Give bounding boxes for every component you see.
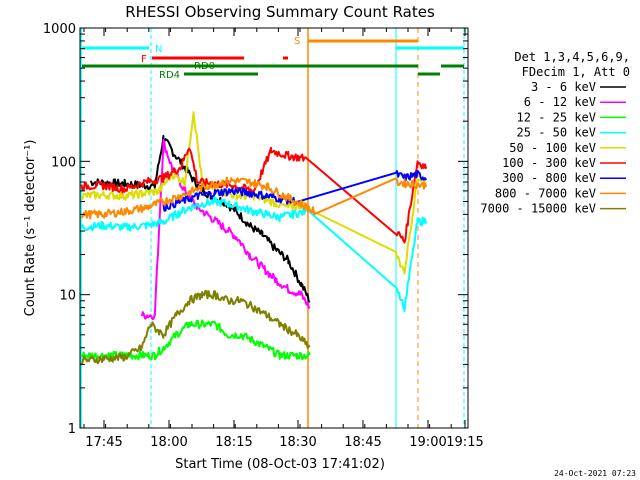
series-line-9 [80,289,311,365]
legend: Det 1,3,4,5,6,9, FDecim 1, Att 0 3 - 6 k… [480,50,630,216]
legend-entry-label: 12 - 25 keV [517,110,596,124]
marker-label-s: S [294,36,300,47]
y-tick-label: 10 [59,289,76,304]
y-tick-label: 1 [68,422,76,437]
x-tick-label: 17:45 [85,435,122,450]
x-tick-label: 18:30 [279,435,316,450]
series-line-3 [81,319,311,361]
series-line-4 [80,196,428,313]
marker-label-n: N [155,44,162,55]
attenuator-and-mode-overlays: NF RD0 RD4 S [80,28,465,428]
plot-frame [79,27,469,429]
legend-entry-label: 800 - 7000 keV [495,186,596,200]
series-line-7 [162,169,427,212]
legend-entry-label: 3 - 6 keV [531,80,596,94]
y-tick-label: 100 [51,155,76,170]
legend-title-line-2: FDecim 1, Att 0 [522,65,630,79]
legend-entry-label: 6 - 12 keV [524,95,596,109]
legend-entry-label: 25 - 50 keV [517,126,596,140]
legend-title-line-1: Det 1,3,4,5,6,9, [514,50,630,64]
x-tick-label: 19:15 [446,435,483,450]
legend-entry-label: 50 - 100 keV [509,141,596,155]
series-line-2 [140,139,311,321]
y-tick-label: 1000 [43,22,76,37]
marker-label-rd4: RD4 [159,70,180,81]
chart-title: RHESSI Observing Summary Count Rates [125,3,435,21]
marker-label-rd0: RD0 [194,61,215,72]
x-tick-label: 18:00 [150,435,187,450]
y-axis-label: Count Rate (s⁻¹ detector⁻¹) [23,140,38,317]
legend-entry-label: 300 - 800 keV [502,171,596,185]
series-layer [80,111,428,365]
series-line-8 [80,176,428,220]
x-axis-label: Start Time (08-Oct-03 17:41:02) [175,457,385,472]
x-tick-label: 18:45 [344,435,381,450]
marker-label-f: F [141,54,147,65]
series-line-6 [80,146,428,244]
x-tick-label: 19:00 [409,435,446,450]
legend-entry-label: 7000 - 15000 keV [480,202,596,216]
footer-date: 24-Oct-2021 07:23 [554,469,636,478]
legend-entry-label: 100 - 300 keV [502,156,596,170]
x-tick-label: 18:15 [215,435,252,450]
axes: 17:45 18:00 18:15 18:30 18:45 19:00 19:15 1 10 10… [43,22,484,450]
